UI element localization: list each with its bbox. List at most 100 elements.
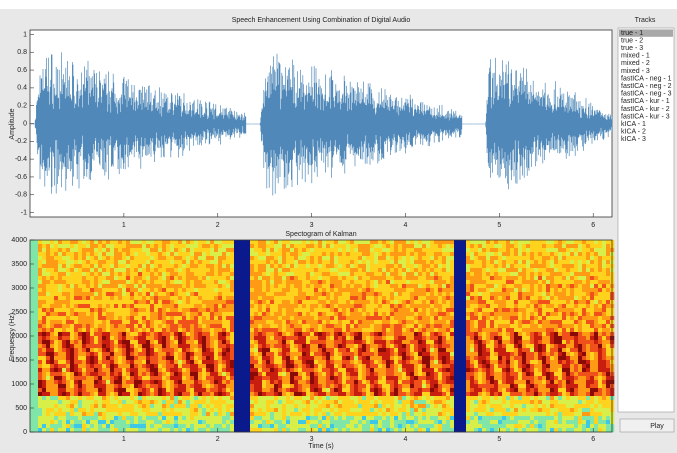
spectrogram-cell	[150, 296, 154, 300]
spectrogram-cell	[410, 288, 414, 292]
spectrogram-cell	[218, 244, 222, 248]
spectrogram-cell	[338, 300, 342, 304]
spectrogram-cell	[262, 376, 266, 380]
spectrogram-cell	[354, 264, 358, 268]
spectrogram-cell	[130, 344, 134, 348]
spectrogram-cell	[114, 372, 118, 376]
spectrogram-cell	[34, 332, 38, 336]
spectrogram-cell	[30, 268, 34, 272]
spectrogram-cell	[286, 256, 290, 260]
spectrogram-cell	[122, 400, 126, 404]
spectrogram-cell	[226, 288, 230, 292]
spectrogram-cell	[278, 256, 282, 260]
spectrogram-cell	[254, 356, 258, 360]
spectrogram-cell	[246, 300, 250, 304]
spectrogram-cell	[330, 284, 334, 288]
spectrogram-cell	[406, 312, 410, 316]
spectrogram-cell	[66, 360, 70, 364]
spectrogram-cell	[346, 268, 350, 272]
spectrogram-cell	[190, 240, 194, 244]
spectrogram-cell	[286, 340, 290, 344]
spectrogram-cell	[62, 316, 66, 320]
spectrogram-cell	[294, 244, 298, 248]
spectrogram-cell	[434, 264, 438, 268]
spectrogram-cell	[142, 276, 146, 280]
spectrogram-cell	[430, 260, 434, 264]
spectrogram-cell	[38, 340, 42, 344]
spectrogram-cell	[350, 372, 354, 376]
spectrogram-cell	[334, 288, 338, 292]
spectrogram-cell	[290, 280, 294, 284]
spectrogram-cell	[206, 324, 210, 328]
spectrogram-cell	[270, 424, 274, 428]
spectrogram-cell	[234, 372, 238, 376]
spectrogram-cell	[226, 324, 230, 328]
spectrogram-cell	[298, 276, 302, 280]
spectrogram-cell	[278, 304, 282, 308]
spectrogram-cell	[162, 348, 166, 352]
spectrogram-cell	[102, 316, 106, 320]
spectrogram-cell	[186, 296, 190, 300]
spectrogram-cell	[134, 304, 138, 308]
spectrogram-cell	[222, 324, 226, 328]
spectrogram-cell	[186, 244, 190, 248]
spectrogram-cell	[94, 416, 98, 420]
spectrogram-cell	[50, 360, 54, 364]
spectrogram-cell	[402, 280, 406, 284]
spectrogram-cell	[334, 392, 338, 396]
spectrogram-cell	[310, 400, 314, 404]
spectrogram-cell	[282, 248, 286, 252]
spectrogram-cell	[374, 392, 378, 396]
spectrogram-cell	[318, 264, 322, 268]
spectrogram-cell	[126, 284, 130, 288]
spectrogram-cell	[378, 256, 382, 260]
spectrogram-cell	[190, 304, 194, 308]
spectrogram-cell	[266, 376, 270, 380]
spectrogram-cell	[86, 320, 90, 324]
spectrogram-cell	[442, 384, 446, 388]
spectrogram-cell	[230, 420, 234, 424]
spectrogram-cell	[198, 300, 202, 304]
spectrogram-cell	[314, 260, 318, 264]
spectrogram-cell	[310, 408, 314, 412]
spectrogram-cell	[414, 332, 418, 336]
spectrogram-cell	[110, 356, 114, 360]
spectrogram-cell	[234, 380, 238, 384]
spectrogram-cell	[214, 348, 218, 352]
spectrogram-cell	[198, 288, 202, 292]
spectrogram-cell	[290, 360, 294, 364]
spectrogram-cell	[234, 256, 238, 260]
spectrogram-cell	[342, 360, 346, 364]
spectrogram-cell	[242, 304, 246, 308]
spectrogram-cell	[94, 360, 98, 364]
spectrogram-cell	[162, 296, 166, 300]
spectrogram-cell	[286, 300, 290, 304]
spectrogram-cell	[190, 268, 194, 272]
spectrogram-cell	[150, 272, 154, 276]
spectrogram-cell	[346, 240, 350, 244]
spectrogram-cell	[242, 292, 246, 296]
spectrogram-cell	[94, 404, 98, 408]
spectrogram-cell	[174, 260, 178, 264]
spectrogram-cell	[166, 408, 170, 412]
spectrogram-cell	[326, 420, 330, 424]
spectrogram-cell	[70, 288, 74, 292]
spectrogram-cell	[298, 396, 302, 400]
spectrogram-cell	[214, 300, 218, 304]
spectrogram-cell	[50, 332, 54, 336]
spectrogram-cell	[138, 288, 142, 292]
spectrogram-cell	[186, 264, 190, 268]
spectrogram-cell	[434, 392, 438, 396]
spectrogram-cell	[186, 424, 190, 428]
spectrogram-cell	[326, 244, 330, 248]
spectrogram-cell	[422, 296, 426, 300]
spectrogram-cell	[246, 344, 250, 348]
spectrogram-cell	[146, 256, 150, 260]
spectrogram-cell	[58, 324, 62, 328]
spectrogram-cell	[74, 308, 78, 312]
spectrogram-cell	[186, 420, 190, 424]
spectrogram-cell	[218, 268, 222, 272]
spectrogram-cell	[242, 260, 246, 264]
spectrogram-cell	[434, 404, 438, 408]
spectrogram-cell	[178, 364, 182, 368]
